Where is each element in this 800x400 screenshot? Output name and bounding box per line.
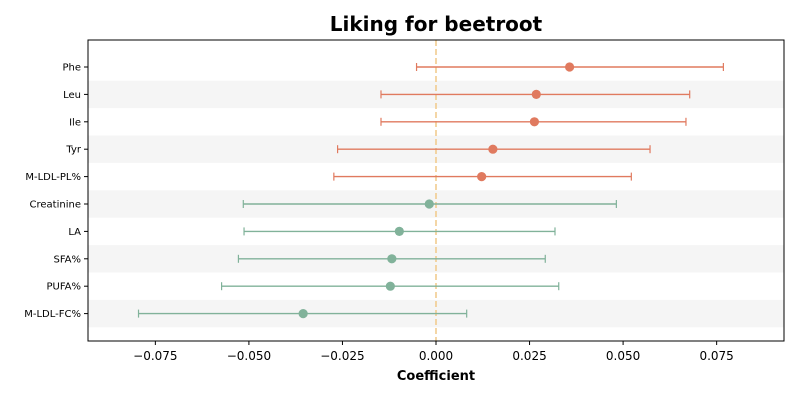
estimate-point: [477, 172, 487, 182]
row-m-ldl-fc-: [137, 309, 468, 319]
estimate-point: [394, 226, 404, 236]
estimate-point: [529, 117, 540, 127]
y-tick-label: M-LDL-FC%: [24, 309, 81, 320]
x-tick-label: 0.075: [699, 349, 733, 363]
estimate-point: [298, 309, 308, 319]
y-tick-label: LA: [68, 227, 81, 238]
row-m-ldl-pl-: [333, 172, 632, 182]
y-axis: Phe Leu Ile Tyr M-LDL-PL% Creatinine LA SFA% PUF…: [24, 63, 88, 320]
y-tick-label: Ile: [69, 117, 81, 128]
x-tick-label: −0.050: [227, 349, 271, 363]
y-tick-label: M-LDL-PL%: [25, 172, 81, 183]
y-tick-label: SFA%: [53, 254, 81, 265]
estimate-point: [387, 254, 397, 264]
y-tick-label: Phe: [62, 63, 81, 74]
estimate-point: [385, 281, 395, 291]
row-sfa-: [237, 254, 546, 264]
row-creatinine: [242, 199, 617, 209]
row-pufa-: [220, 281, 560, 291]
row-tyr: [336, 144, 651, 154]
y-tick-label: Creatinine: [30, 200, 81, 211]
y-tick-label: PUFA%: [46, 282, 81, 293]
row-ile: [380, 117, 687, 127]
x-tick-label: 0.000: [419, 349, 453, 363]
chart-title: Liking for beetroot: [330, 12, 543, 36]
row-leu: [380, 89, 691, 99]
x-axis: −0.075 −0.050 −0.025 0.000 0.025 0.050 0.075: [133, 341, 734, 363]
x-tick-label: 0.050: [606, 349, 640, 363]
row-la: [243, 226, 556, 236]
estimate-point: [531, 89, 541, 99]
estimate-point: [424, 199, 434, 209]
x-tick-label: 0.025: [512, 349, 546, 363]
estimate-point: [564, 62, 575, 72]
plot-marks: [137, 62, 724, 319]
x-axis-label: Coefficient: [397, 369, 475, 384]
row-phe: [415, 62, 724, 72]
y-tick-label: Tyr: [65, 145, 81, 156]
estimate-point: [488, 144, 498, 154]
x-tick-label: −0.025: [320, 349, 364, 363]
x-tick-label: −0.075: [133, 349, 177, 363]
y-tick-label: Leu: [63, 90, 81, 101]
